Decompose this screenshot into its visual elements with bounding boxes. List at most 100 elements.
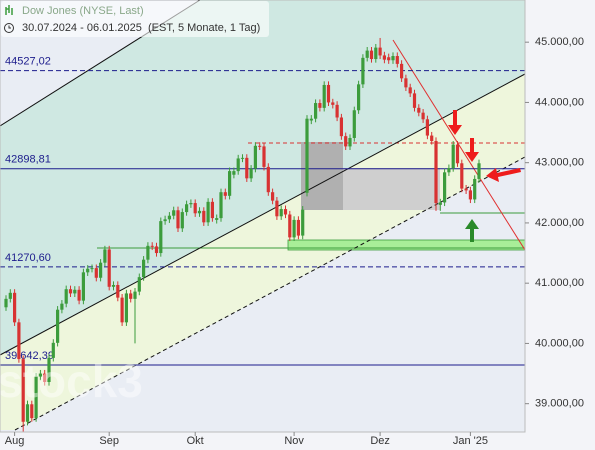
candle-body — [318, 103, 322, 108]
x-tick-label: Jan '25 — [453, 435, 488, 447]
candle-body — [150, 245, 154, 247]
candle-body — [99, 262, 103, 278]
candle-body — [21, 359, 25, 422]
candle-body — [412, 93, 417, 108]
candle-body — [215, 218, 219, 220]
candle-body — [34, 376, 38, 419]
candle-body — [352, 110, 356, 138]
candle-body — [266, 166, 270, 193]
legend-subtitle: 30.07.2024 - 06.01.2025 (EST, 5 Monate, … — [22, 22, 260, 34]
candle-body — [4, 298, 8, 308]
x-tick-label: Sep — [99, 435, 119, 447]
candle-body — [378, 47, 382, 56]
candle-body — [197, 210, 202, 214]
candle-body — [107, 249, 111, 287]
y-tick-label: 42.000,00 — [535, 217, 584, 229]
candle-body — [133, 291, 137, 299]
candle-body — [421, 112, 425, 120]
candle-body — [13, 292, 17, 323]
candle-body — [90, 268, 94, 270]
candle-body — [283, 209, 288, 215]
level-label: 42898,81 — [5, 154, 51, 166]
x-tick-label: Okt — [187, 435, 204, 447]
candle-body — [438, 202, 442, 205]
candle-body — [210, 201, 214, 219]
candle-body — [369, 50, 374, 60]
trend-line — [0, 73, 525, 356]
candle-body — [202, 210, 206, 223]
candle-body — [223, 192, 227, 196]
candle-body — [258, 145, 262, 147]
candle-body — [344, 136, 348, 147]
candle-body — [249, 168, 253, 179]
candle-body — [447, 168, 451, 173]
candle-body — [228, 171, 232, 196]
candle-body — [176, 210, 180, 229]
candle-body — [408, 87, 412, 94]
candle-body — [159, 221, 163, 254]
candle-body — [477, 163, 481, 179]
candle-body — [395, 56, 399, 64]
y-tick-label: 39.000,00 — [535, 398, 584, 410]
candle-body — [167, 215, 171, 220]
channel-fill — [0, 0, 525, 355]
candle-body — [253, 145, 257, 169]
candle-body — [163, 219, 167, 222]
candle-body — [111, 284, 116, 287]
candle-body — [335, 104, 339, 118]
candle-body — [86, 268, 90, 273]
candle-body — [43, 373, 47, 382]
level-label: 44527,02 — [5, 56, 51, 68]
y-tick-label: 43.000,00 — [535, 157, 584, 169]
candle-body — [305, 118, 309, 193]
candle-body — [64, 289, 68, 304]
level-label: 39.642,39 — [5, 350, 54, 362]
candle-body — [142, 259, 146, 278]
x-tick-label: Nov — [284, 435, 304, 447]
candle-body — [137, 277, 141, 292]
candle-body — [357, 84, 361, 111]
candle-body — [271, 192, 275, 201]
candle-body — [129, 293, 133, 299]
candle-body — [292, 219, 296, 238]
candle-body — [443, 172, 447, 203]
gap-box — [343, 168, 440, 210]
candle-body — [455, 144, 460, 164]
x-tick-label: Aug — [5, 435, 25, 447]
candle-body — [51, 342, 55, 358]
candle-body — [296, 219, 300, 236]
candle-body — [288, 214, 292, 238]
candle-body — [116, 284, 120, 298]
legend-title: Dow Jones (NYSE, Last) — [22, 5, 144, 17]
x-tick-label: Dez — [370, 435, 390, 447]
legend-icon — [5, 5, 13, 15]
plot-border — [0, 0, 526, 433]
candle-body — [365, 50, 369, 58]
support-fill — [0, 74, 525, 430]
candle-body — [451, 144, 455, 169]
plot-decor — [0, 0, 525, 432]
candle-body — [94, 268, 98, 278]
arrows — [448, 110, 521, 242]
candle-body — [473, 178, 477, 200]
candle-body — [236, 158, 240, 172]
candle-body — [120, 297, 124, 323]
arrow — [465, 219, 479, 242]
candle-body — [47, 357, 51, 382]
candle-body — [25, 404, 30, 422]
candle-body — [400, 63, 404, 79]
candle-body — [374, 47, 378, 60]
candle-body — [232, 171, 236, 175]
candles — [4, 37, 481, 432]
candle-body — [68, 289, 73, 294]
candle-body — [206, 201, 210, 223]
candle-body — [425, 119, 429, 136]
y-tick-label: 44.000,00 — [535, 96, 584, 108]
candle-body — [60, 303, 64, 310]
candle-body — [193, 203, 197, 214]
candle-body — [8, 292, 12, 299]
candle-body — [240, 157, 245, 159]
candle-body — [348, 137, 352, 147]
candle-body — [404, 78, 408, 88]
